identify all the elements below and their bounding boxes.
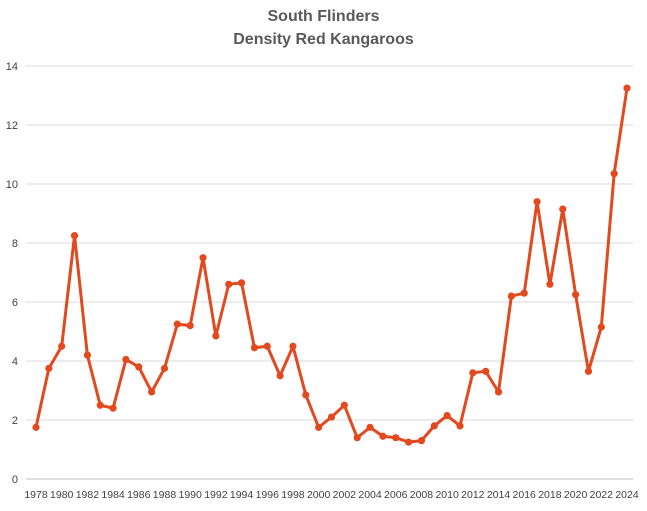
data-point <box>45 364 53 372</box>
data-point <box>96 401 104 409</box>
y-tick-label: 4 <box>12 356 18 368</box>
data-point <box>404 438 413 446</box>
x-tick-label: 1988 <box>153 489 177 501</box>
x-tick-label: 2020 <box>564 489 588 501</box>
data-point <box>546 280 554 288</box>
data-point <box>212 332 220 340</box>
x-tick-label: 2012 <box>461 489 485 501</box>
x-tick-label: 1982 <box>76 489 100 501</box>
chart-subtitle: Density Red Kangaroos <box>233 31 414 48</box>
data-point <box>482 367 490 375</box>
x-tick-label: 1984 <box>101 489 125 501</box>
data-point <box>366 423 374 431</box>
y-tick-label: 0 <box>12 474 18 486</box>
x-tick-label: 2006 <box>384 489 408 501</box>
data-point <box>250 344 259 352</box>
x-tick-label: 1994 <box>230 489 254 501</box>
data-point <box>302 391 310 399</box>
data-point <box>263 342 271 350</box>
x-tick-label: 2004 <box>358 489 382 501</box>
data-point <box>340 401 348 409</box>
data-point <box>148 388 156 396</box>
x-tick-label: 2014 <box>487 489 511 501</box>
data-point <box>32 423 40 431</box>
data-point <box>533 198 541 206</box>
y-tick-label: 12 <box>6 120 18 132</box>
data-point <box>225 280 233 288</box>
data-point <box>392 434 400 442</box>
x-tick-label: 2016 <box>513 489 537 501</box>
y-tick-label: 14 <box>6 61 18 73</box>
data-point <box>289 342 297 350</box>
data-point <box>315 423 323 431</box>
data-point <box>237 279 246 287</box>
x-tick-label: 2000 <box>307 489 331 501</box>
data-point <box>572 291 580 299</box>
x-tick-label: 1986 <box>127 489 151 501</box>
data-point <box>623 84 631 92</box>
y-tick-label: 8 <box>12 238 18 250</box>
x-tick-label: 2018 <box>538 489 562 501</box>
chart-title: South Flinders <box>267 8 380 25</box>
data-point <box>430 422 438 430</box>
y-tick-label: 10 <box>6 179 18 191</box>
y-tick-label: 6 <box>12 297 18 309</box>
data-point <box>494 388 503 396</box>
x-tick-label: 2002 <box>333 489 357 501</box>
x-tick-label: 1992 <box>204 489 228 501</box>
x-tick-label: 2010 <box>435 489 459 501</box>
data-point <box>456 422 464 430</box>
series-line <box>34 86 629 444</box>
x-tick-label: 1990 <box>178 489 202 501</box>
data-point <box>469 369 477 377</box>
data-point <box>276 372 284 380</box>
data-point <box>559 205 567 213</box>
data-point <box>597 323 605 331</box>
y-tick-label: 2 <box>12 415 18 427</box>
data-point <box>58 342 66 350</box>
data-point <box>507 292 515 300</box>
data-point <box>584 367 593 375</box>
x-tick-label: 1998 <box>281 489 305 501</box>
data-point <box>135 363 143 371</box>
x-tick-label: 1978 <box>24 489 48 501</box>
data-point <box>186 322 194 330</box>
data-point <box>122 355 130 364</box>
data-point <box>173 320 181 328</box>
data-point <box>70 232 79 240</box>
data-point <box>199 254 207 262</box>
x-tick-label: 2008 <box>410 489 434 501</box>
data-point <box>379 432 387 440</box>
data-point <box>443 411 451 420</box>
data-point <box>610 170 618 178</box>
x-tick-label: 1996 <box>256 489 280 501</box>
x-tick-label: 2022 <box>590 489 614 501</box>
data-point <box>327 413 336 421</box>
data-point <box>83 351 91 359</box>
data-point <box>353 434 361 442</box>
x-tick-label: 1980 <box>50 489 74 501</box>
x-tick-label: 2024 <box>615 489 639 501</box>
data-point <box>417 437 426 445</box>
data-point <box>109 404 117 412</box>
data-point <box>160 364 169 372</box>
data-point <box>520 289 528 297</box>
